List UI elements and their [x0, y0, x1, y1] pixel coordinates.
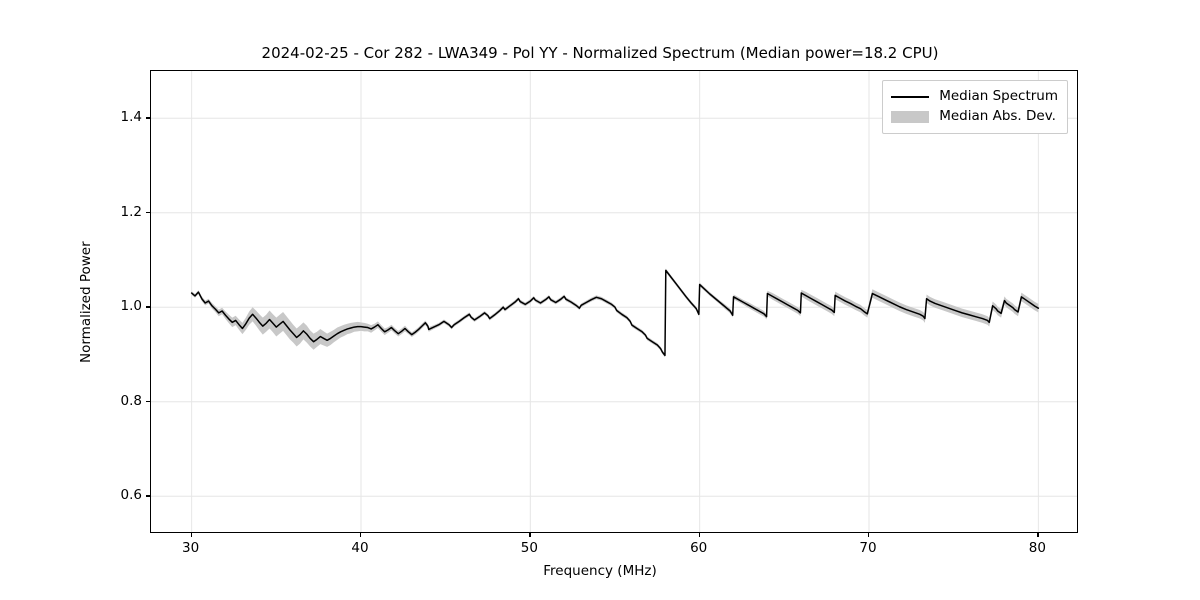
- line-swatch-icon: [891, 90, 930, 104]
- y-tick-label: 0.8: [120, 392, 142, 409]
- band-swatch-icon: [891, 110, 930, 124]
- x-tick-mark: [698, 533, 700, 537]
- legend-item-median-abs-dev: Median Abs. Dev.: [891, 107, 1058, 127]
- y-tick-label: 1.0: [120, 298, 142, 315]
- x-tick-label: 30: [182, 540, 200, 556]
- median-spectrum-line: [190, 269, 1040, 357]
- y-axis-label: Normalized Power: [78, 240, 94, 363]
- x-tick-label: 80: [1028, 540, 1046, 556]
- y-tick-mark: [146, 400, 150, 402]
- median-abs-dev-band: [191, 268, 1039, 358]
- grid-lines: [151, 71, 1077, 532]
- page-title: 2024-02-25 - Cor 282 - LWA349 - Pol YY -…: [261, 44, 939, 62]
- y-tick-label: 1.4: [120, 109, 142, 126]
- y-tick-mark: [146, 211, 150, 214]
- x-tick-mark: [359, 533, 362, 537]
- legend-item-median-spectrum: Median Spectrum: [891, 87, 1058, 107]
- x-axis-label: Frequency (MHz): [543, 563, 657, 579]
- x-tick-label: 50: [520, 540, 538, 556]
- x-tick-mark: [1037, 533, 1039, 537]
- x-tick-mark: [529, 533, 531, 537]
- y-tick-label: 0.6: [120, 487, 142, 504]
- x-tick-label: 70: [859, 540, 877, 556]
- x-tick-mark: [190, 533, 192, 537]
- x-tick-mark: [868, 533, 870, 537]
- x-tick-label: 40: [351, 540, 369, 556]
- x-tick-label: 60: [690, 540, 708, 556]
- spectrum-plot-svg: [151, 71, 1077, 532]
- y-tick-label: 1.2: [120, 203, 142, 220]
- y-tick-mark: [146, 495, 150, 497]
- legend: Median Spectrum Median Abs. Dev.: [882, 80, 1068, 134]
- legend-label-median-abs-dev: Median Abs. Dev.: [939, 108, 1056, 125]
- plot-area: Median Spectrum Median Abs. Dev.: [150, 70, 1078, 533]
- y-tick-mark: [146, 117, 150, 119]
- y-tick-mark: [146, 306, 150, 308]
- legend-label-median-spectrum: Median Spectrum: [939, 88, 1058, 105]
